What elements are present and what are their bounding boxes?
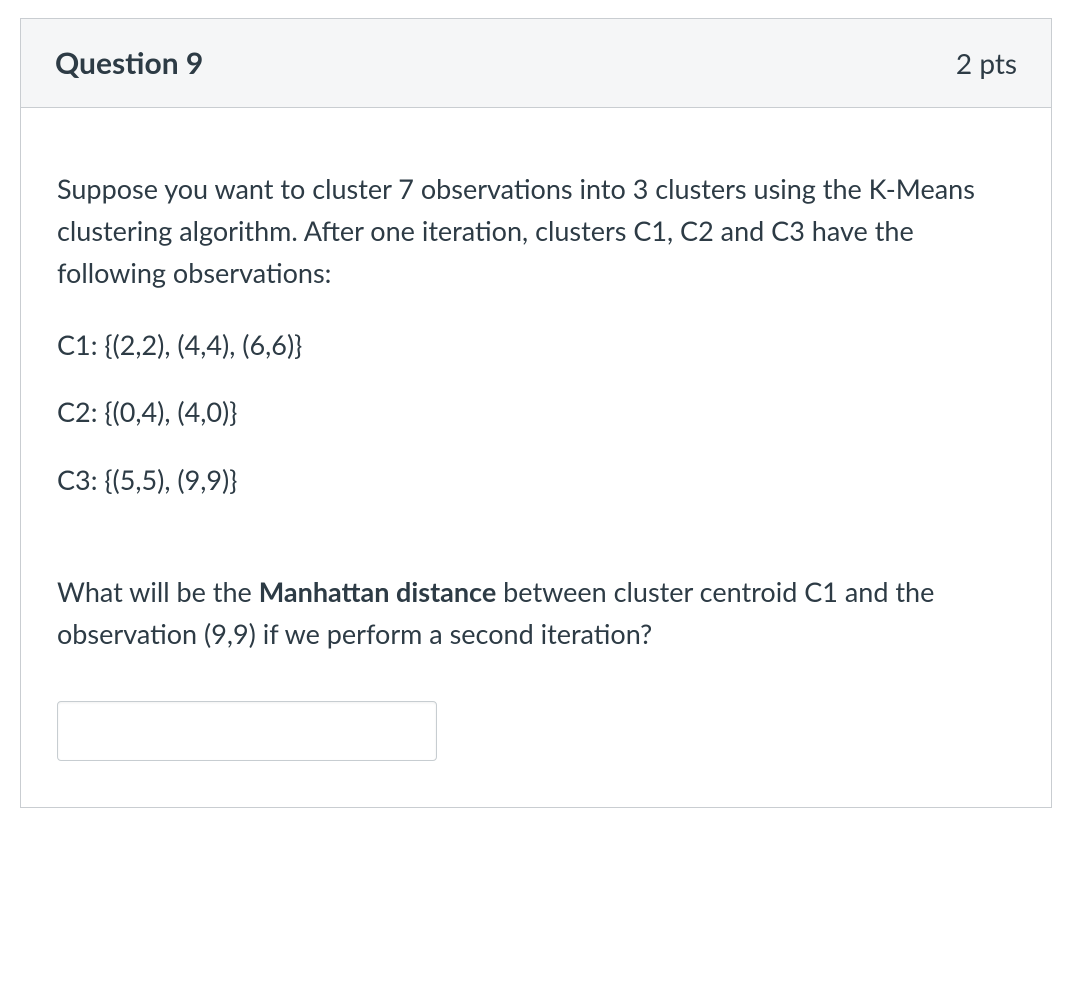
- question-card: Question 9 2 pts Suppose you want to clu…: [20, 18, 1052, 808]
- answer-input[interactable]: [57, 701, 437, 761]
- question-title: Question 9: [55, 45, 203, 81]
- page-wrap: Question 9 2 pts Suppose you want to clu…: [0, 0, 1072, 826]
- question-intro-text: Suppose you want to cluster 7 observatio…: [57, 168, 1015, 294]
- question-prompt-text: What will be the Manhattan distance betw…: [57, 571, 1015, 655]
- question-points: 2 pts: [956, 46, 1017, 80]
- prompt-pre: What will be the: [57, 575, 259, 608]
- question-body: Suppose you want to cluster 7 observatio…: [21, 108, 1051, 807]
- cluster-c2-text: C2: {(0,4), (4,0)}: [57, 391, 1015, 433]
- prompt-bold: Manhattan distance: [259, 575, 497, 608]
- question-header: Question 9 2 pts: [21, 19, 1051, 108]
- cluster-c3-text: C3: {(5,5), (9,9)}: [57, 459, 1015, 501]
- cluster-c1-text: C1: {(2,2), (4,4), (6,6)}: [57, 324, 1015, 366]
